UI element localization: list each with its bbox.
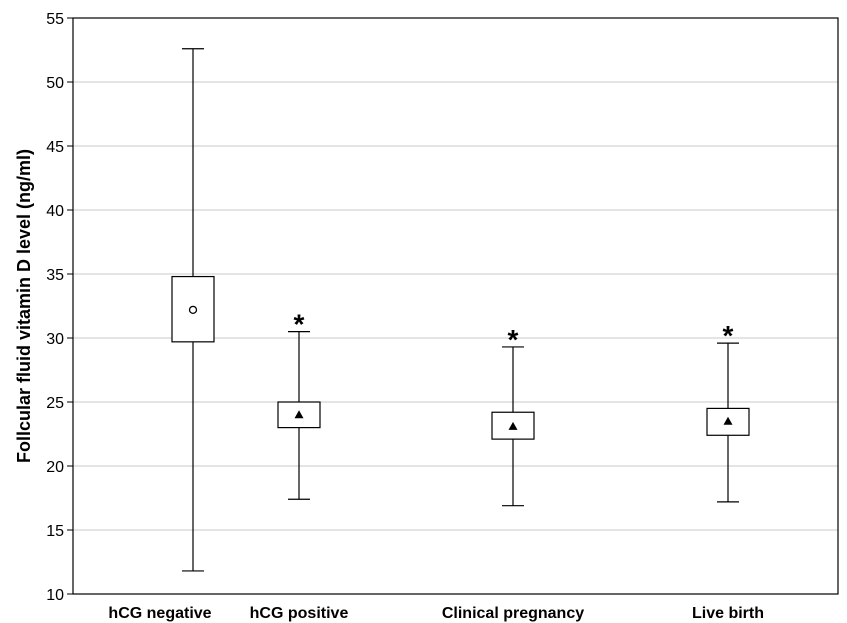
box-body: [277, 401, 321, 429]
box-clinical-pregnancy: *: [491, 324, 535, 507]
x-category-label: Clinical pregnancy: [442, 605, 584, 622]
y-tick-label: 15: [46, 523, 64, 540]
center-marker-triangle: [294, 410, 304, 419]
x-category-label: hCG positive: [250, 605, 349, 622]
y-tick-label: 35: [46, 267, 64, 284]
y-tick-label: 50: [46, 75, 64, 92]
y-tick-label: 45: [46, 139, 64, 156]
y-tick-label: 40: [46, 203, 64, 220]
y-axis-ticks: 10 15 20 25 30 35 40 45 50 55: [46, 11, 73, 604]
plot-frame: [72, 17, 839, 595]
y-tick-label: 30: [46, 331, 64, 348]
box-live-birth: *: [706, 320, 750, 503]
center-marker-triangle: [723, 416, 733, 425]
y-tick-label: 20: [46, 459, 64, 476]
center-marker-circle: [188, 305, 198, 314]
box-hcg-negative: [171, 48, 215, 572]
y-tick-label: 10: [46, 587, 64, 604]
x-category-label: Live birth: [692, 605, 764, 622]
significance-asterisk: *: [508, 324, 519, 355]
y-tick-label: 25: [46, 395, 64, 412]
y-axis-title: Follcular fluid vitamin D level (ng/ml): [14, 149, 34, 463]
box-series: * * *: [171, 48, 750, 572]
significance-asterisk: *: [294, 309, 305, 340]
center-marker-triangle: [508, 421, 518, 430]
significance-asterisk: *: [723, 320, 734, 351]
x-category-label: hCG negative: [108, 605, 211, 622]
box-hcg-positive: *: [277, 309, 321, 500]
x-axis-labels: hCG negative hCG positive Clinical pregnan…: [108, 605, 764, 622]
y-tick-label: 55: [46, 11, 64, 28]
